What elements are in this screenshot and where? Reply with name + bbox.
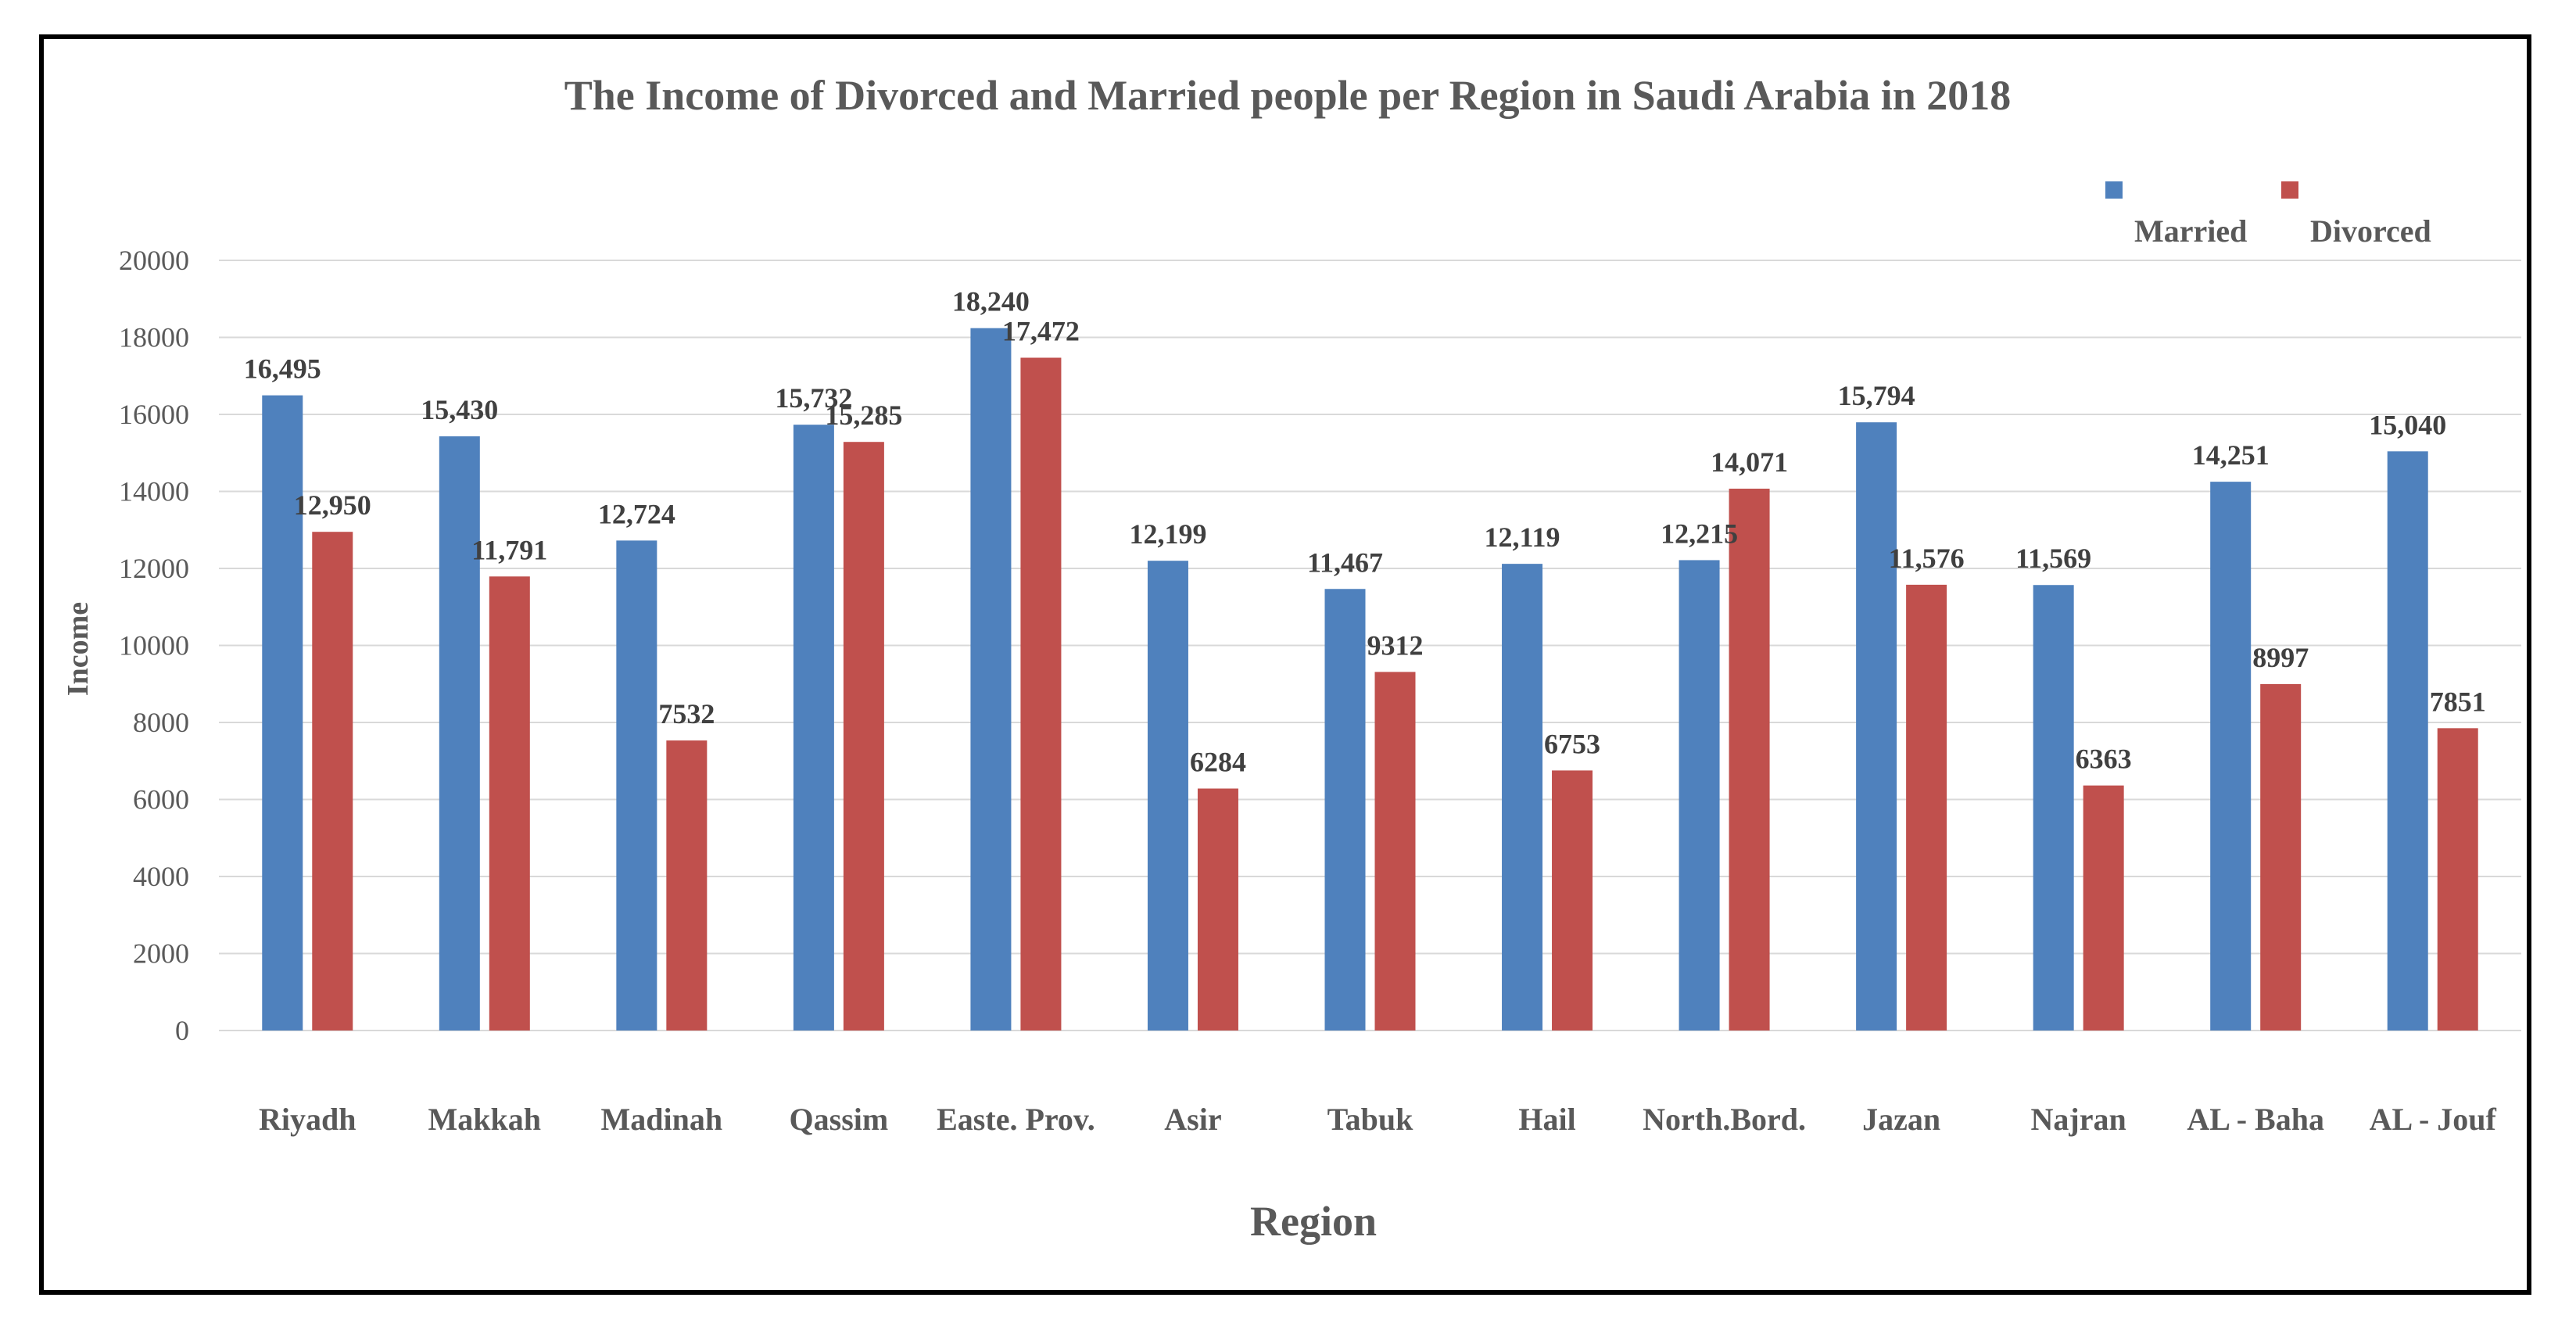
- data-label-married-7: 12,119: [1485, 522, 1560, 553]
- bar-married-7: [1502, 564, 1543, 1031]
- y-tick-label: 6000: [133, 784, 189, 815]
- bar-married-2: [616, 540, 657, 1031]
- x-category-label: Makkah: [428, 1102, 542, 1137]
- y-tick-label: 20000: [119, 245, 189, 276]
- y-axis-ticks: 0 2000 4000 6000 8000 10000 12000 14000 16000 180…: [119, 245, 189, 1046]
- y-tick-label: 12000: [119, 553, 189, 584]
- y-axis-title: Income: [62, 602, 95, 696]
- bar-divorced-2: [666, 740, 708, 1031]
- data-label-divorced-7: 6753: [1544, 728, 1600, 759]
- data-label-married-11: 14,251: [2192, 439, 2270, 471]
- data-label-married-12: 15,040: [2369, 409, 2446, 440]
- bars: [262, 328, 2478, 1031]
- x-category-label: Jazan: [1862, 1102, 1940, 1137]
- bar-married-0: [262, 395, 303, 1031]
- y-tick-label: 8000: [133, 707, 189, 738]
- bar-divorced-6: [1374, 672, 1416, 1031]
- legend-label-married: Married: [2134, 213, 2247, 249]
- data-label-married-4: 18,240: [952, 286, 1030, 317]
- data-label-divorced-9: 11,576: [1889, 543, 1965, 574]
- data-label-divorced-3: 15,285: [825, 400, 902, 431]
- x-category-label: AL - Baha: [2187, 1102, 2324, 1137]
- bar-married-4: [970, 328, 1012, 1031]
- data-label-divorced-4: 17,472: [1002, 316, 1080, 347]
- x-category-label: Hail: [1518, 1102, 1575, 1137]
- x-category-label: North.Bord.: [1643, 1102, 1806, 1137]
- x-category-label: Riyadh: [259, 1102, 356, 1137]
- legend-swatch-divorced: [2281, 181, 2298, 199]
- data-label-divorced-12: 7851: [2430, 686, 2486, 717]
- data-label-divorced-10: 6363: [2076, 744, 2132, 775]
- bar-married-8: [1679, 560, 1720, 1031]
- bar-married-5: [1147, 561, 1188, 1031]
- bar-divorced-0: [312, 532, 353, 1031]
- x-category-label: Asir: [1164, 1102, 1221, 1137]
- bar-married-9: [1856, 422, 1897, 1031]
- bar-divorced-10: [2083, 785, 2124, 1031]
- bar-divorced-8: [1729, 489, 1770, 1031]
- bar-divorced-9: [1906, 584, 1947, 1031]
- bar-married-10: [2033, 585, 2074, 1031]
- data-labels: 16,495 12,950 15,430 11,791 12,724 7532 15,732…: [244, 286, 2486, 778]
- bar-married-11: [2210, 482, 2252, 1031]
- x-category-label: Tabuk: [1327, 1102, 1414, 1137]
- data-label-divorced-8: 14,071: [1711, 446, 1788, 478]
- bar-divorced-12: [2437, 728, 2478, 1031]
- gridlines: [219, 260, 2521, 1031]
- x-category-label: Qassim: [790, 1102, 889, 1137]
- data-label-divorced-5: 6284: [1190, 747, 1246, 778]
- x-axis-title: Region: [1250, 1198, 1377, 1245]
- x-category-label: Easte. Prov.: [937, 1102, 1095, 1137]
- x-axis-categories: Riyadh Makkah Madinah Qassim Easte. Prov. Asi…: [259, 1102, 2497, 1137]
- bar-married-6: [1324, 589, 1366, 1031]
- data-label-married-0: 16,495: [244, 353, 321, 385]
- legend-label-divorced: Divorced: [2310, 213, 2431, 249]
- bar-divorced-1: [489, 576, 530, 1031]
- bar-divorced-7: [1552, 770, 1593, 1031]
- bar-divorced-4: [1020, 357, 1062, 1031]
- x-category-label: Madinah: [601, 1102, 723, 1137]
- bar-divorced-3: [843, 442, 884, 1031]
- x-category-label: Najran: [2031, 1102, 2126, 1137]
- data-label-married-9: 15,794: [1838, 380, 1915, 411]
- y-tick-label: 0: [175, 1015, 189, 1046]
- data-label-divorced-6: 9312: [1367, 629, 1424, 661]
- y-tick-label: 14000: [119, 476, 189, 507]
- data-label-married-1: 15,430: [421, 394, 498, 425]
- bar-married-12: [2387, 451, 2428, 1031]
- bar-married-3: [793, 425, 834, 1031]
- y-tick-label: 10000: [119, 630, 189, 661]
- chart-title: The Income of Divorced and Married peopl…: [564, 72, 2012, 119]
- data-label-married-3: 15,732: [775, 382, 852, 414]
- data-label-married-2: 12,724: [598, 498, 675, 529]
- data-label-married-10: 11,569: [2015, 543, 2091, 574]
- bar-divorced-11: [2260, 683, 2302, 1031]
- y-tick-label: 16000: [119, 399, 189, 430]
- x-category-label: AL - Jouf: [2370, 1102, 2497, 1137]
- y-tick-label: 18000: [119, 322, 189, 353]
- data-label-married-8: 12,215: [1661, 518, 1738, 549]
- legend-swatch-married: [2105, 181, 2123, 199]
- data-label-married-5: 12,199: [1129, 518, 1206, 550]
- bar-married-1: [439, 436, 480, 1031]
- y-tick-label: 4000: [133, 861, 189, 892]
- data-label-divorced-0: 12,950: [294, 489, 371, 521]
- data-label-divorced-2: 7532: [658, 698, 715, 729]
- y-tick-label: 2000: [133, 938, 189, 970]
- legend: Married Divorced: [2105, 181, 2431, 249]
- data-label-married-6: 11,467: [1307, 547, 1383, 578]
- data-label-divorced-1: 11,791: [471, 534, 547, 565]
- bar-divorced-5: [1197, 788, 1238, 1031]
- data-label-divorced-11: 8997: [2252, 642, 2309, 673]
